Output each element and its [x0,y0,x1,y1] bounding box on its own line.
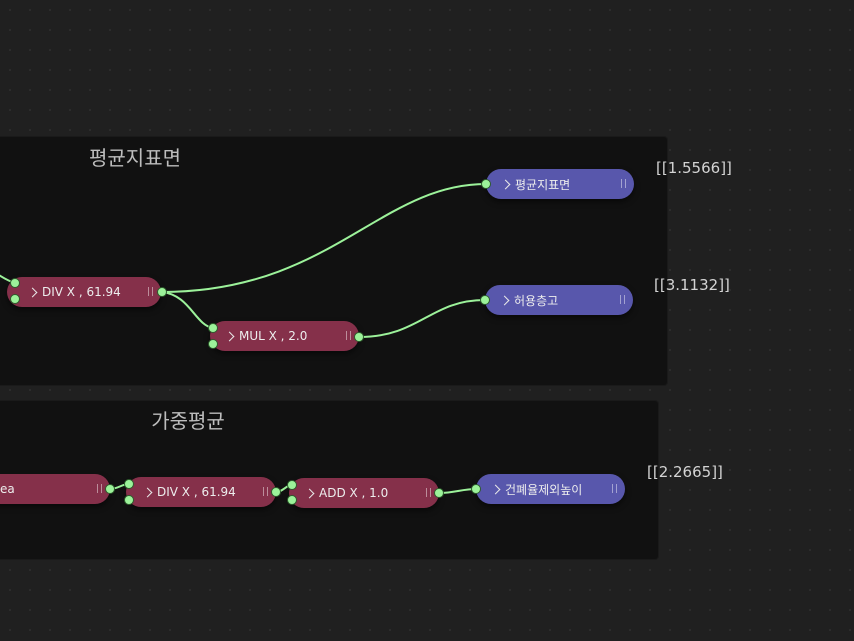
chevron-right-icon[interactable] [224,331,235,341]
input-socket[interactable] [471,484,481,494]
input-socket[interactable] [287,495,297,505]
node-label: DIV X , 61.94 [157,485,236,499]
chevron-right-icon[interactable] [27,287,38,297]
output-socket[interactable] [434,488,444,498]
link-div-to-avg-output [161,183,487,293]
node-label: 건폐율제외높이 [505,482,583,497]
drag-handle-icon[interactable] [426,488,431,497]
drag-handle-icon[interactable] [97,484,102,493]
input-socket[interactable] [208,323,218,333]
output-node-average-ground[interactable]: 평균지표면 [486,169,634,199]
output-socket[interactable] [354,332,364,342]
chevron-right-icon[interactable] [142,487,153,497]
output-value-average-ground: [[1.5566]] [656,159,732,177]
chevron-right-icon[interactable] [499,295,510,305]
link-mul-to-allow-output [358,299,486,338]
div-node[interactable]: DIV X , 61.94 [7,277,161,307]
link-div-to-mul [161,291,214,329]
output-node-allowed-floor-height[interactable]: 허용층고 [485,285,633,315]
input-socket[interactable] [208,339,218,349]
drag-handle-icon[interactable] [346,331,351,340]
chevron-right-icon[interactable] [304,488,315,498]
output-socket[interactable] [105,484,115,494]
drag-handle-icon[interactable] [148,287,153,296]
output-value-allowed-floor-height: [[3.1132]] [654,276,730,294]
node-label: ADD X , 1.0 [319,486,389,500]
drag-handle-icon[interactable] [612,484,617,493]
output-socket[interactable] [271,487,281,497]
output-node-height-excluding-coverage[interactable]: 건폐율제외높이 [476,474,625,504]
frame-title: 가중평균 [151,409,225,433]
input-socket[interactable] [124,479,134,489]
frame-title: 평균지표면 [89,146,181,170]
input-socket[interactable] [124,495,134,505]
input-socket[interactable] [287,480,297,490]
input-socket[interactable] [10,294,20,304]
node-label: DIV X , 61.94 [42,285,121,299]
output-socket[interactable] [157,287,167,297]
node-label: 평균지표면 [515,177,571,192]
input-socket[interactable] [480,295,490,305]
node-label: MUL X , 2.0 [239,329,308,343]
add-node[interactable]: ADD X , 1.0 [289,478,439,508]
node-label: 허용층고 [514,293,559,308]
area-node[interactable]: ea [0,474,110,504]
chevron-right-icon[interactable] [490,484,501,494]
chevron-right-icon[interactable] [500,179,511,189]
input-socket[interactable] [481,179,491,189]
node-label: ea [0,482,15,496]
div-node[interactable]: DIV X , 61.94 [126,477,276,507]
drag-handle-icon[interactable] [620,295,625,304]
input-socket[interactable] [10,278,20,288]
drag-handle-icon[interactable] [621,179,626,188]
mul-node[interactable]: MUL X , 2.0 [210,321,359,351]
output-value-height-excluding-coverage: [[2.2665]] [647,463,723,481]
drag-handle-icon[interactable] [263,487,268,496]
